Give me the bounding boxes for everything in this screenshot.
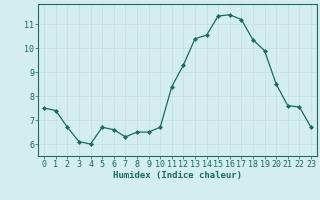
X-axis label: Humidex (Indice chaleur): Humidex (Indice chaleur) xyxy=(113,171,242,180)
